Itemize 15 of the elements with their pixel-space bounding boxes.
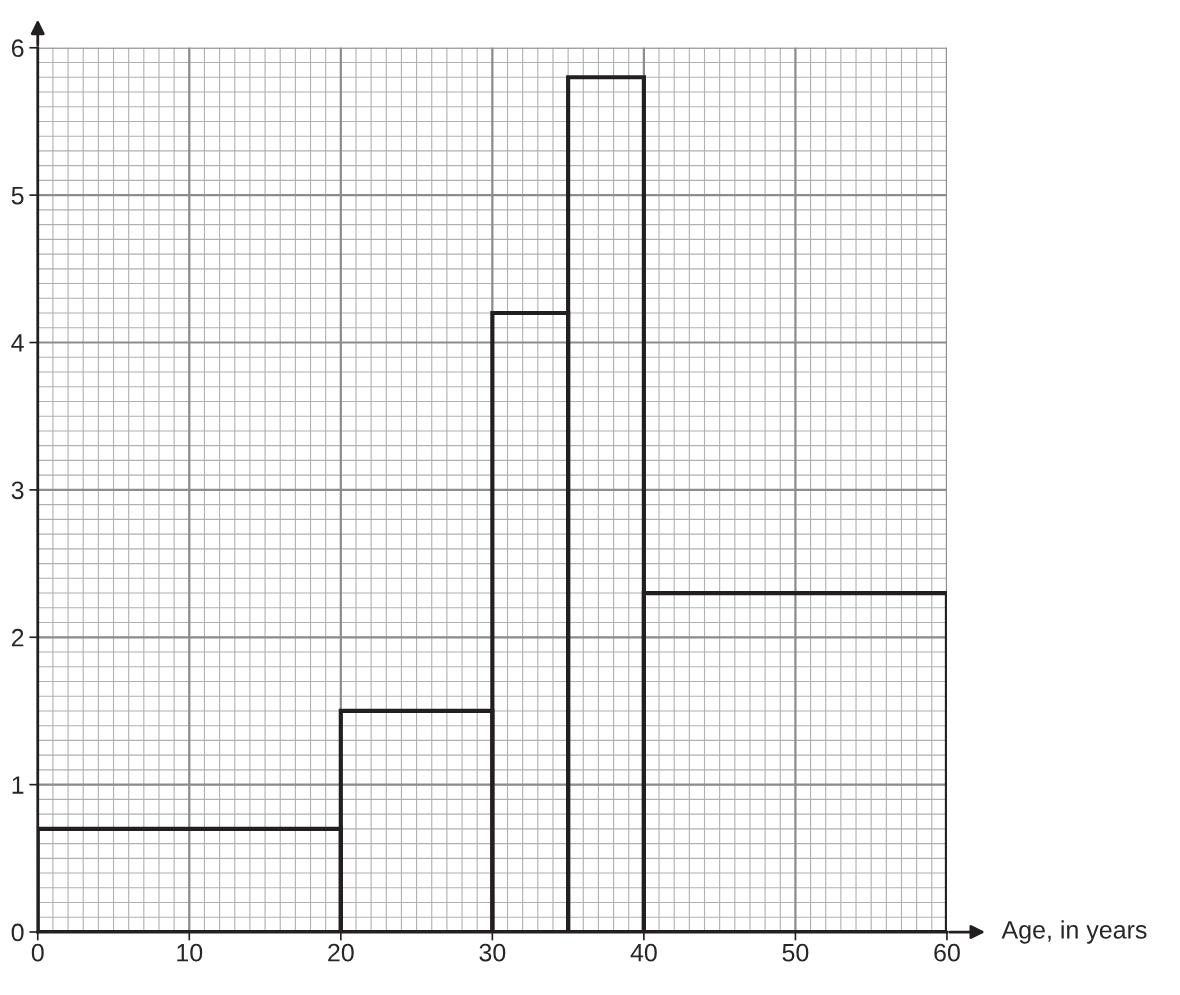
y-tick-label: 4 <box>11 334 24 352</box>
y-tick-label: 1 <box>12 776 24 794</box>
x-tick-label: 30 <box>479 943 506 962</box>
y-tick-label: 0 <box>11 923 24 942</box>
x-tick-label: 20 <box>328 943 354 962</box>
y-tick-label: 5 <box>11 187 24 205</box>
y-tick-label: 3 <box>11 481 24 500</box>
y-tick-label: 6 <box>11 39 24 58</box>
x-axis-title: Age, in years <box>1001 920 1147 944</box>
x-tick-label: 10 <box>177 943 203 962</box>
x-tick-label: 40 <box>630 943 657 962</box>
x-tick-label: 60 <box>934 943 960 962</box>
x-tick-label: 0 <box>31 943 44 962</box>
y-tick-label: 2 <box>11 628 24 647</box>
x-tick-label: 50 <box>782 943 809 962</box>
